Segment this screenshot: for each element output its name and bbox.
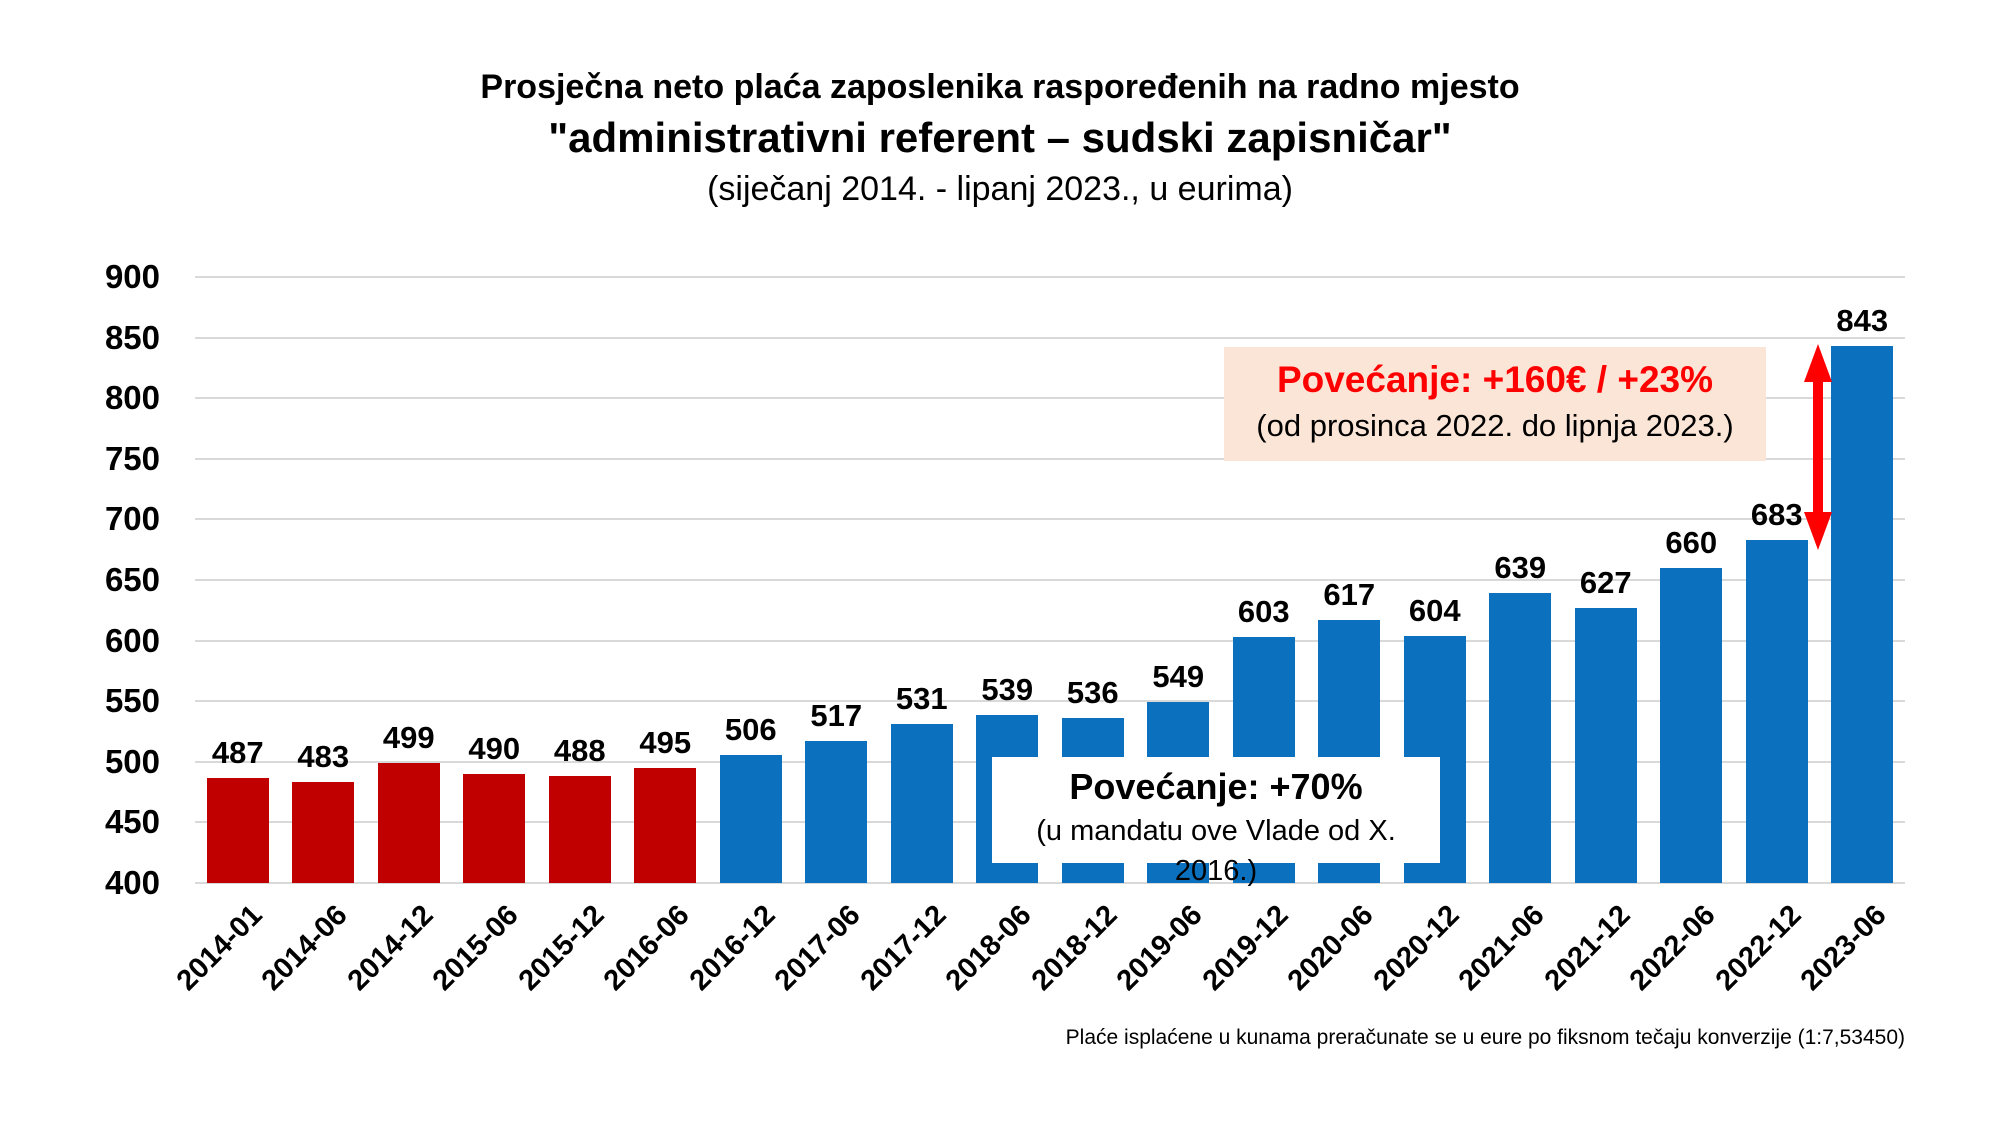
chart-title: Prosječna neto plaća zaposlenika raspore… — [480, 68, 1520, 106]
chart-subtitle: "administrativni referent – sudski zapis… — [548, 114, 1452, 161]
bar-value-label: 660 — [1665, 524, 1718, 560]
bar-2016-12 — [719, 754, 782, 883]
y-tick-label: 750 — [104, 439, 160, 477]
bar-value-label: 499 — [382, 720, 435, 756]
bar-value-label: 487 — [211, 734, 264, 770]
gridline — [195, 882, 1905, 884]
bar-value-label: 536 — [1066, 675, 1119, 711]
gridline — [195, 397, 1905, 400]
annotation-increase-total-detail: (u mandatu ove Vlade od X. 2016.) — [1036, 815, 1396, 887]
gridline — [195, 276, 1905, 278]
bar-2021-12 — [1574, 607, 1637, 883]
annotation-increase-recent-detail: (od prosinca 2022. do lipnja 2023.) — [1256, 408, 1734, 443]
bar-value-label: 488 — [553, 733, 606, 769]
bar-2022-06 — [1660, 567, 1723, 883]
annotation-increase-recent: Povećanje: +160€ / +23% (od prosinca 202… — [1224, 347, 1766, 461]
bar-2015-12 — [548, 776, 611, 883]
y-tick-label: 900 — [104, 258, 160, 295]
y-tick-label: 850 — [104, 318, 160, 356]
bar-value-label: 683 — [1750, 497, 1803, 533]
bar-2021-06 — [1489, 593, 1552, 883]
x-tick-label: 2023-06 — [1794, 899, 1893, 997]
y-tick-label: 450 — [104, 803, 160, 841]
bar-value-label: 483 — [297, 739, 350, 775]
y-tick-label: 500 — [104, 742, 160, 780]
annotation-increase-total: Povećanje: +70% (u mandatu ove Vlade od … — [992, 757, 1440, 887]
bar-value-label: 506 — [724, 711, 777, 747]
bar-value-label: 495 — [639, 724, 692, 760]
y-tick-label: 400 — [104, 864, 160, 901]
bar-2022-12 — [1745, 540, 1808, 883]
bar-2014-06 — [292, 782, 355, 883]
bar-value-label: 603 — [1237, 593, 1290, 629]
bar-2023-06 — [1831, 346, 1894, 883]
bar-value-label: 490 — [468, 730, 521, 766]
gridline — [195, 336, 1905, 339]
gridline — [195, 579, 1905, 581]
chart-period-note: (siječanj 2014. - lipanj 2023., u eurima… — [707, 170, 1293, 208]
double-arrow-icon — [1804, 344, 1832, 550]
bar-value-label: 843 — [1836, 303, 1889, 339]
bar-2017-12 — [890, 724, 953, 883]
bar-value-label: 531 — [895, 681, 948, 717]
footnote: Plaće isplaćene u kunama preračunate se … — [1065, 1026, 1905, 1049]
bar-2015-06 — [463, 773, 526, 883]
chart-title-block: Prosječna neto plaća zaposlenika raspore… — [0, 64, 2000, 212]
bar-value-label: 639 — [1494, 550, 1547, 586]
y-tick-label: 700 — [104, 500, 160, 538]
y-tick-label: 800 — [104, 379, 160, 417]
bar-value-label: 539 — [981, 671, 1034, 707]
bar-2014-01 — [206, 777, 269, 883]
gridline — [195, 457, 1905, 460]
bar-value-label: 604 — [1408, 592, 1461, 628]
bar-value-label: 627 — [1579, 564, 1632, 600]
annotation-increase-recent-headline: Povećanje: +160€ / +23% — [1276, 359, 1714, 400]
gridline — [195, 639, 1905, 642]
y-tick-label: 600 — [104, 621, 160, 659]
gridline — [195, 700, 1905, 703]
bar-2017-06 — [805, 741, 868, 883]
bar-value-label: 549 — [1152, 659, 1205, 695]
bar-value-label: 517 — [810, 698, 863, 734]
y-tick-label: 550 — [104, 682, 160, 720]
annotation-increase-total-headline: Povećanje: +70% — [1069, 766, 1363, 807]
bar-2014-12 — [377, 763, 440, 883]
bar-value-label: 617 — [1323, 577, 1376, 612]
bar-2016-06 — [634, 767, 697, 883]
gridline — [195, 518, 1905, 521]
y-tick-label: 650 — [104, 561, 160, 598]
